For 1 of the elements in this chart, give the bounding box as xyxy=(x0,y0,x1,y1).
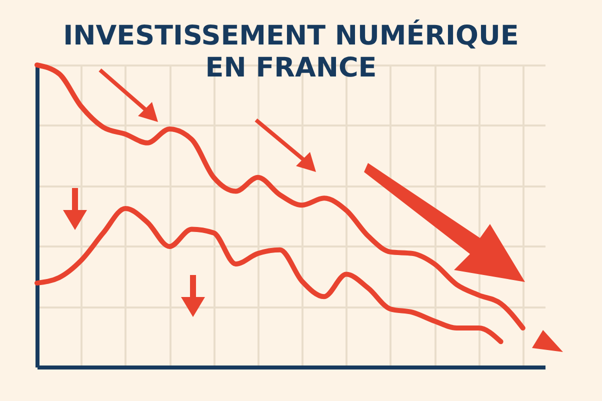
chart-title: INVESTISSEMENT NUMÉRIQUE EN FRANCE xyxy=(63,18,519,84)
